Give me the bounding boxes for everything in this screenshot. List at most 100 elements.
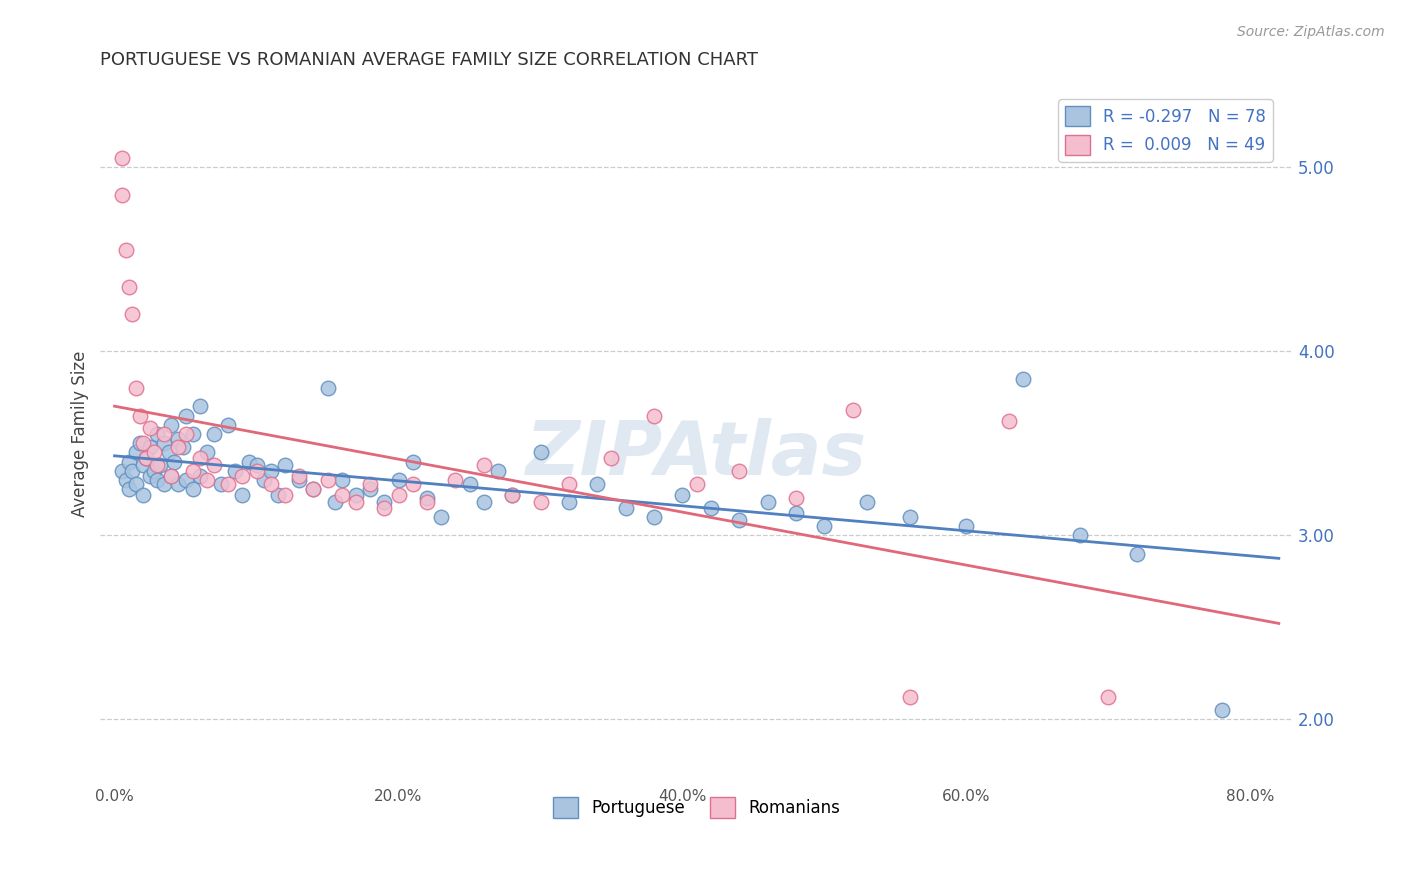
Point bbox=[501, 488, 523, 502]
Point bbox=[118, 454, 141, 468]
Point bbox=[174, 473, 197, 487]
Point bbox=[188, 400, 211, 414]
Point bbox=[118, 279, 141, 293]
Point bbox=[529, 445, 551, 459]
Point bbox=[785, 491, 807, 506]
Point bbox=[125, 445, 148, 459]
Point bbox=[486, 464, 509, 478]
Point bbox=[316, 381, 339, 395]
Point bbox=[129, 436, 152, 450]
Point bbox=[118, 482, 141, 496]
Point bbox=[167, 476, 190, 491]
Point bbox=[217, 476, 239, 491]
Point bbox=[643, 409, 665, 423]
Point bbox=[1069, 528, 1091, 542]
Point bbox=[160, 469, 183, 483]
Text: PORTUGUESE VS ROMANIAN AVERAGE FAMILY SIZE CORRELATION CHART: PORTUGUESE VS ROMANIAN AVERAGE FAMILY SI… bbox=[100, 51, 758, 69]
Point bbox=[260, 476, 283, 491]
Point bbox=[402, 476, 425, 491]
Point bbox=[202, 426, 225, 441]
Point bbox=[430, 509, 453, 524]
Point bbox=[121, 307, 143, 321]
Point bbox=[316, 473, 339, 487]
Point bbox=[260, 464, 283, 478]
Point bbox=[586, 476, 609, 491]
Point bbox=[245, 458, 267, 473]
Point bbox=[1126, 547, 1149, 561]
Point bbox=[274, 458, 297, 473]
Text: Source: ZipAtlas.com: Source: ZipAtlas.com bbox=[1237, 25, 1385, 39]
Point bbox=[132, 458, 155, 473]
Point bbox=[143, 464, 166, 478]
Point bbox=[146, 458, 169, 473]
Point bbox=[181, 464, 204, 478]
Point bbox=[195, 473, 218, 487]
Point bbox=[111, 151, 134, 165]
Y-axis label: Average Family Size: Average Family Size bbox=[72, 351, 89, 517]
Point bbox=[209, 476, 232, 491]
Point bbox=[153, 426, 176, 441]
Point bbox=[416, 491, 439, 506]
Point bbox=[359, 482, 381, 496]
Point bbox=[115, 243, 138, 257]
Point bbox=[125, 476, 148, 491]
Point bbox=[163, 454, 186, 468]
Point bbox=[558, 495, 581, 509]
Point bbox=[416, 495, 439, 509]
Point bbox=[167, 440, 190, 454]
Point bbox=[614, 500, 637, 515]
Point bbox=[700, 500, 723, 515]
Point bbox=[686, 476, 709, 491]
Point bbox=[188, 469, 211, 483]
Point bbox=[898, 509, 921, 524]
Point bbox=[444, 473, 467, 487]
Point bbox=[373, 500, 395, 515]
Point bbox=[373, 495, 395, 509]
Point bbox=[302, 482, 325, 496]
Point bbox=[149, 458, 172, 473]
Point bbox=[139, 421, 162, 435]
Point bbox=[387, 473, 409, 487]
Point bbox=[728, 464, 751, 478]
Point bbox=[728, 513, 751, 527]
Point bbox=[288, 469, 311, 483]
Point bbox=[344, 495, 367, 509]
Point bbox=[330, 473, 353, 487]
Point bbox=[1097, 690, 1119, 705]
Point bbox=[238, 454, 260, 468]
Point bbox=[135, 450, 157, 465]
Point bbox=[157, 445, 180, 459]
Point bbox=[288, 473, 311, 487]
Point bbox=[231, 488, 253, 502]
Point bbox=[167, 433, 190, 447]
Point bbox=[111, 464, 134, 478]
Point bbox=[1211, 703, 1233, 717]
Point bbox=[330, 488, 353, 502]
Point bbox=[132, 436, 155, 450]
Point bbox=[1012, 372, 1035, 386]
Point bbox=[132, 488, 155, 502]
Point bbox=[139, 469, 162, 483]
Point bbox=[813, 519, 835, 533]
Point bbox=[955, 519, 977, 533]
Point bbox=[245, 464, 267, 478]
Point bbox=[558, 476, 581, 491]
Point bbox=[224, 464, 246, 478]
Point bbox=[671, 488, 693, 502]
Point bbox=[387, 488, 409, 502]
Point bbox=[458, 476, 481, 491]
Point bbox=[643, 509, 665, 524]
Point bbox=[174, 426, 197, 441]
Point bbox=[188, 450, 211, 465]
Point bbox=[125, 381, 148, 395]
Legend: Portuguese, Romanians: Portuguese, Romanians bbox=[547, 790, 846, 824]
Point bbox=[146, 473, 169, 487]
Point bbox=[153, 436, 176, 450]
Point bbox=[181, 482, 204, 496]
Point bbox=[402, 454, 425, 468]
Point bbox=[172, 440, 194, 454]
Point bbox=[302, 482, 325, 496]
Point bbox=[181, 426, 204, 441]
Point bbox=[153, 476, 176, 491]
Point bbox=[472, 495, 495, 509]
